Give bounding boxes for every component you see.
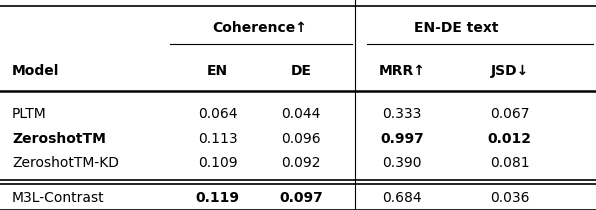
Text: 0.081: 0.081	[490, 156, 529, 170]
Text: 0.997: 0.997	[380, 132, 424, 146]
Text: M3L-Contrast: M3L-Contrast	[12, 192, 104, 205]
Text: 0.097: 0.097	[279, 192, 323, 205]
Text: 0.390: 0.390	[383, 156, 422, 170]
Text: 0.113: 0.113	[198, 132, 237, 146]
Text: 0.092: 0.092	[281, 156, 321, 170]
Text: 0.109: 0.109	[198, 156, 237, 170]
Text: 0.684: 0.684	[383, 192, 422, 205]
Text: 0.067: 0.067	[490, 108, 529, 121]
Text: 0.036: 0.036	[490, 192, 529, 205]
Text: 0.333: 0.333	[383, 108, 422, 121]
Text: EN: EN	[207, 64, 228, 78]
Text: 0.119: 0.119	[195, 192, 240, 205]
Text: ZeroshotTM-KD: ZeroshotTM-KD	[12, 156, 119, 170]
Text: DE: DE	[290, 64, 312, 78]
Text: 0.064: 0.064	[198, 108, 237, 121]
Text: ZeroshotTM: ZeroshotTM	[12, 132, 106, 146]
Text: 0.044: 0.044	[281, 108, 321, 121]
Text: EN-DE text: EN-DE text	[414, 21, 498, 35]
Text: 0.096: 0.096	[281, 132, 321, 146]
Text: PLTM: PLTM	[12, 108, 46, 121]
Text: MRR↑: MRR↑	[379, 64, 426, 78]
Text: JSD↓: JSD↓	[491, 64, 529, 78]
Text: Model: Model	[12, 64, 59, 78]
Text: 0.012: 0.012	[488, 132, 532, 146]
Text: Coherence↑: Coherence↑	[212, 21, 307, 35]
